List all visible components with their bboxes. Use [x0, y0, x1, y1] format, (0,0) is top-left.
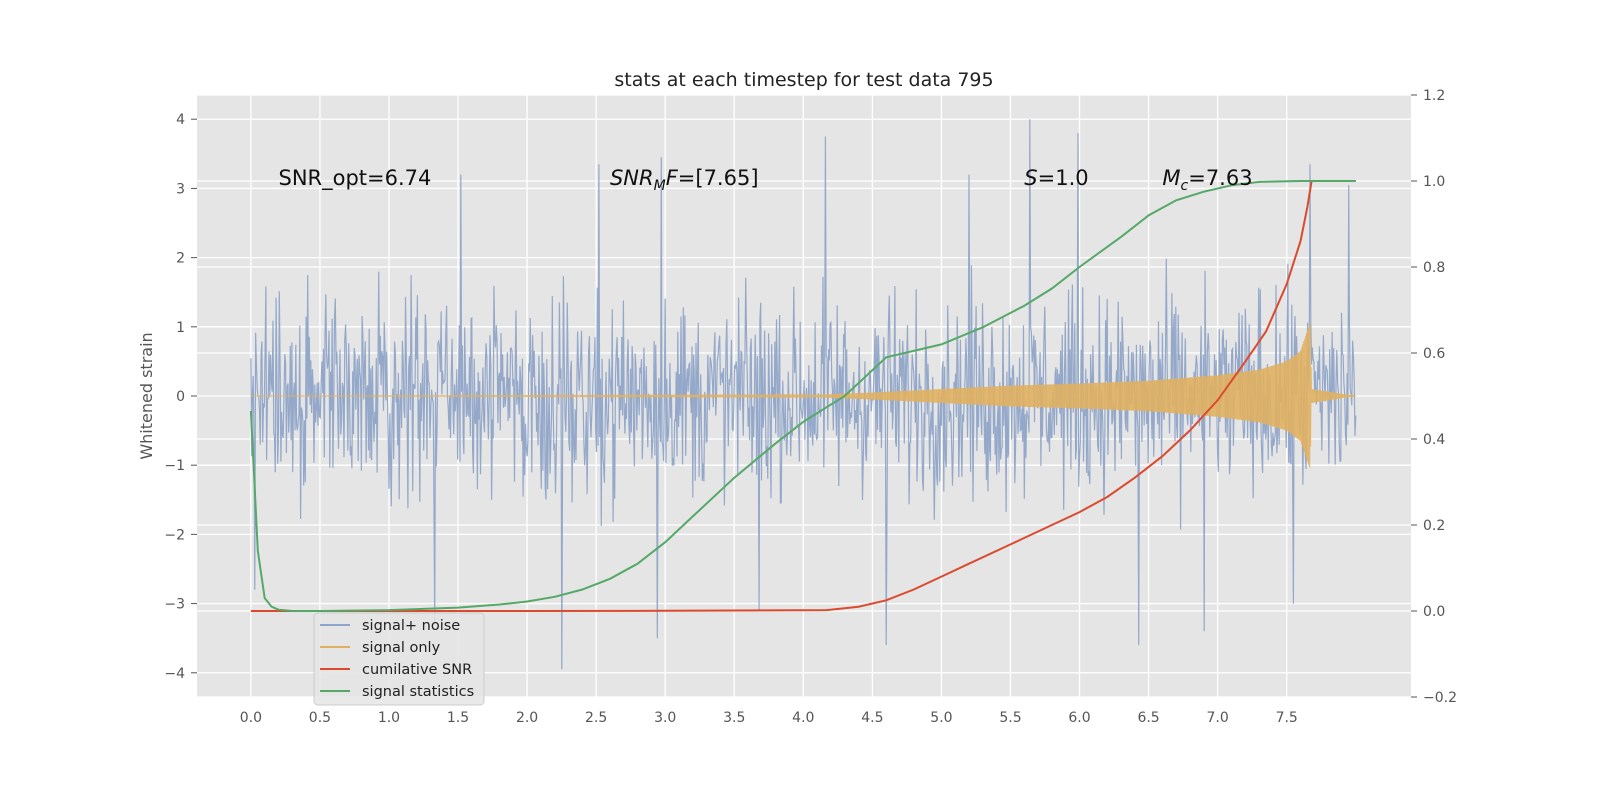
y2-tick-label: 0.4 [1423, 432, 1445, 448]
series-cumilative-snr [250, 180, 1356, 612]
x-tick-label: 1.0 [378, 710, 400, 726]
x-tick-label: 5.5 [999, 710, 1021, 726]
annotations: SNR_opt=6.74 SNRMF=[7.65] S=1.0 Mc=7.63 [278, 166, 1252, 194]
chart-title: stats at each timestep for test data 795 [614, 69, 993, 91]
y2-tick-label: −0.2 [1423, 690, 1457, 706]
axes: 0.0 0.5 1.0 1.5 2.0 2.5 3.0 3.5 4.0 4.5 5.0 5.5 6.0 6… [164, 88, 1457, 726]
y-tick-label: 3 [176, 181, 185, 197]
x-tick-label: 4.0 [792, 710, 814, 726]
y-tick-label: 1 [176, 320, 185, 336]
x-tick-label: 7.5 [1276, 710, 1298, 726]
x-tick-label: 2.0 [516, 710, 538, 726]
x-tick-label: 1.5 [447, 710, 469, 726]
legend: signal+ noise signal only cumilative SNR si… [313, 612, 485, 706]
x-tick-label: 0.5 [309, 710, 331, 726]
legend-label: signal+ noise [362, 618, 460, 634]
series-signal-only [250, 323, 1356, 468]
x-tick-label: 6.0 [1068, 710, 1090, 726]
x-tick-label: 2.5 [585, 710, 607, 726]
x-tick-label: 6.5 [1137, 710, 1159, 726]
x-tick-label: 5.0 [930, 710, 952, 726]
y-tick-label: −2 [164, 527, 185, 543]
y2-tick-label: 0.8 [1423, 260, 1445, 276]
x-tick-label: 3.5 [723, 710, 745, 726]
legend-label: signal only [362, 640, 441, 656]
x-tick-label: 0.0 [240, 710, 262, 726]
y2-tick-label: 0.0 [1423, 604, 1445, 620]
y-tick-label: 2 [176, 251, 185, 267]
y2-tick-label: 0.6 [1423, 346, 1445, 362]
y2-tick-label: 1.2 [1423, 88, 1445, 104]
annotation: Mc=7.63 [1162, 166, 1252, 194]
annotation: SNRMF=[7.65] [610, 166, 759, 194]
legend-box [313, 612, 485, 706]
series-signal-noise [250, 119, 1357, 670]
x-tick-label: 4.5 [861, 710, 883, 726]
y2-tick-label: 0.2 [1423, 518, 1445, 534]
annotation: S=1.0 [1024, 166, 1088, 190]
data-layer [249, 119, 1357, 670]
y-axis-label: Whitened strain [137, 332, 156, 459]
legend-label: signal statistics [362, 684, 474, 700]
y-tick-label: −1 [164, 458, 185, 474]
series-signal-statistics [249, 180, 1356, 612]
annotation: SNR_opt=6.74 [278, 166, 431, 191]
legend-label: cumilative SNR [362, 662, 472, 678]
y2-tick-label: 1.0 [1423, 174, 1445, 190]
y-tick-label: 0 [176, 389, 185, 405]
y-tick-label: 4 [176, 112, 185, 128]
x-tick-label: 3.0 [654, 710, 676, 726]
y-tick-label: −3 [164, 597, 185, 613]
y-tick-label: −4 [164, 666, 185, 682]
x-tick-label: 7.0 [1207, 710, 1229, 726]
